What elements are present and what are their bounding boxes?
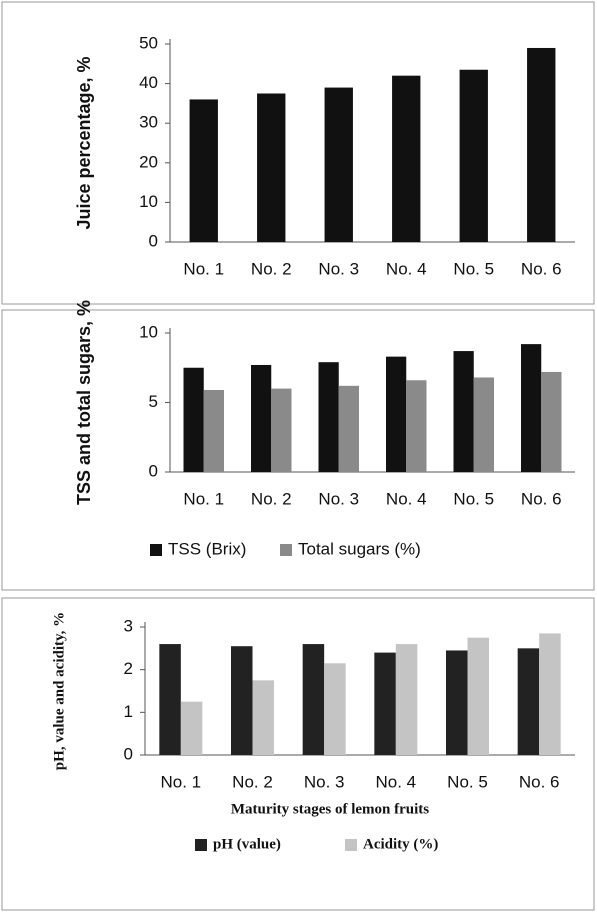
y-tick-label: 3 <box>124 616 133 635</box>
y-axis-label: Juice percentage, % <box>74 56 94 229</box>
y-tick-label: 40 <box>139 73 158 92</box>
x-tick-label: No. 6 <box>521 259 562 278</box>
x-tick-label: No. 4 <box>386 489 427 508</box>
x-tick-label: No. 4 <box>386 259 427 278</box>
x-tick-label: No. 3 <box>318 259 359 278</box>
x-tick-label: No. 3 <box>318 489 359 508</box>
legend-label: pH (value) <box>213 836 281 852</box>
y-tick-label: 10 <box>139 192 158 211</box>
bar <box>527 47 556 243</box>
x-tick-label: No. 2 <box>251 489 292 508</box>
bar <box>271 388 292 472</box>
bar <box>392 75 421 243</box>
panel <box>1 1 595 305</box>
panel <box>1 597 595 911</box>
y-tick-label: 0 <box>124 744 133 763</box>
bar <box>374 652 396 755</box>
legend-swatch <box>195 839 207 851</box>
legend-label: TSS (Brix) <box>168 539 246 558</box>
x-tick-label: No. 5 <box>453 259 494 278</box>
bar <box>183 367 204 472</box>
bar <box>541 371 562 472</box>
bar <box>521 344 542 472</box>
x-tick-label: No. 4 <box>376 772 417 791</box>
bar <box>257 93 286 242</box>
bar <box>324 663 346 755</box>
bar <box>251 364 272 472</box>
bar <box>180 701 203 755</box>
bar <box>406 380 427 472</box>
y-axis-label: TSS and total sugars, % <box>74 300 94 505</box>
y-tick-label: 30 <box>139 113 158 132</box>
bar <box>467 637 489 755</box>
bar <box>386 356 407 472</box>
bar <box>252 680 274 755</box>
bar <box>324 87 353 242</box>
bar <box>189 99 218 242</box>
y-tick-label: 0 <box>149 461 158 480</box>
bar <box>517 648 540 755</box>
x-tick-label: No. 5 <box>453 489 494 508</box>
y-tick-label: 0 <box>149 231 158 250</box>
bar <box>446 650 468 755</box>
y-tick-label: 5 <box>149 392 158 411</box>
y-tick-label: 2 <box>124 659 133 678</box>
x-tick-label: No. 1 <box>183 489 224 508</box>
bar <box>338 385 359 472</box>
panel <box>1 309 595 591</box>
bar <box>459 69 488 243</box>
bar <box>203 389 224 472</box>
legend-swatch <box>345 839 357 851</box>
y-axis-label: pH, value and acidity, % <box>51 612 67 770</box>
bar <box>159 644 181 755</box>
y-tick-label: 20 <box>139 152 158 171</box>
legend-label: Acidity (%) <box>363 836 438 852</box>
bar <box>231 646 253 755</box>
x-tick-label: No. 2 <box>251 259 292 278</box>
y-tick-label: 1 <box>124 702 133 721</box>
bar <box>539 633 561 755</box>
x-tick-label: No. 3 <box>304 772 345 791</box>
legend-swatch <box>150 544 162 556</box>
x-axis-label: Maturity stages of lemon fruits <box>231 801 429 817</box>
bar <box>395 644 418 755</box>
legend-label: Total sugars (%) <box>298 539 421 558</box>
x-tick-label: No. 2 <box>232 772 273 791</box>
bar <box>302 644 325 755</box>
x-tick-label: No. 5 <box>447 772 488 791</box>
bar <box>318 362 339 472</box>
y-tick-label: 10 <box>139 322 158 341</box>
x-tick-label: No. 1 <box>161 772 202 791</box>
x-tick-label: No. 6 <box>519 772 560 791</box>
bar <box>453 351 474 472</box>
x-tick-label: No. 1 <box>183 259 224 278</box>
y-tick-label: 50 <box>139 33 158 52</box>
bar <box>473 377 494 472</box>
x-tick-label: No. 6 <box>521 489 562 508</box>
legend-swatch <box>280 544 292 556</box>
